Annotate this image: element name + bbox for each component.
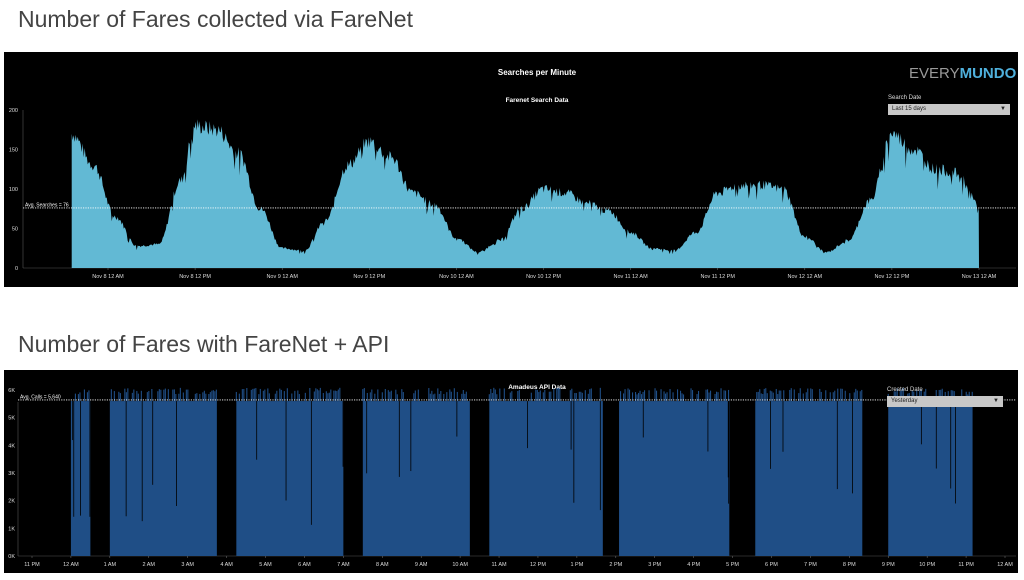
y-tick-label: 0 (15, 266, 18, 272)
y-tick-label: 100 (9, 187, 18, 193)
api-chart: Amadeus API Data Avg. Calls = 5,640 0K 1K… (8, 384, 1016, 568)
x-tick-label: 12 PM (530, 562, 546, 568)
section-title-farenet: Number of Fares collected via FareNet (18, 6, 413, 32)
x-tick-label: 2 AM (142, 562, 155, 568)
x-tick-label: 6 AM (298, 562, 311, 568)
x-tick-label: Nov 12 12 AM (788, 274, 823, 280)
created-date-value: Yesterday (891, 398, 918, 404)
x-tick-label: 10 AM (452, 562, 468, 568)
api-bar-block (755, 388, 863, 556)
chevron-down-icon: ▼ (993, 398, 999, 404)
x-tick-label: 7 AM (337, 562, 350, 568)
x-tick-label: Nov 12 12 PM (874, 274, 909, 280)
chart-title: Farenet Search Data (506, 97, 569, 104)
x-tick-label: 8 AM (376, 562, 389, 568)
y-tick-label: 3K (8, 471, 15, 477)
everymundo-logo: EVERYMUNDO (909, 65, 1017, 82)
x-tick-label: 11 AM (491, 562, 507, 568)
x-tick-label: 5 AM (259, 562, 272, 568)
y-tick-label: 2K (8, 499, 15, 505)
searches-chart: Searches per Minute Farenet Search Data … (9, 65, 1017, 280)
section-title-api: Number of Fares with FareNet + API (18, 331, 390, 357)
x-tick-label: 1 PM (570, 562, 583, 568)
panel-header: Searches per Minute (498, 68, 577, 77)
api-bar-block (109, 387, 217, 556)
y-tick-label: 200 (9, 108, 18, 114)
search-date-dropdown[interactable]: Last 15 days ▼ (888, 104, 1010, 115)
x-tick-label: 12 AM (997, 562, 1013, 568)
chevron-down-icon: ▼ (1000, 106, 1006, 112)
x-tick-label: 4 PM (687, 562, 700, 568)
y-tick-label: 0K (8, 554, 15, 560)
api-bar-block-fill (362, 401, 470, 556)
api-bar-block (488, 387, 603, 556)
y-tick-label: 4K (8, 443, 15, 449)
logo-mundo: MUNDO (960, 65, 1017, 82)
search-date-value: Last 15 days (892, 106, 927, 112)
api-bar-block-fill (888, 401, 973, 556)
x-tick-label: Nov 9 12 AM (266, 274, 298, 280)
api-bar-block (362, 388, 470, 556)
api-bar-block-fill (236, 401, 344, 556)
x-tick-label: Nov 10 12 AM (439, 274, 474, 280)
y-tick-label: 6K (8, 388, 15, 394)
x-tick-label: 6 PM (765, 562, 778, 568)
x-tick-label: 10 PM (919, 562, 935, 568)
x-tick-label: 7 PM (804, 562, 817, 568)
avg-searches-label: Avg. Searches = 76 (25, 202, 69, 208)
x-tick-label: Nov 10 12 PM (526, 274, 561, 280)
x-tick-label: 2 PM (609, 562, 622, 568)
x-tick-label: 1 AM (104, 562, 117, 568)
api-bar-block-fill (489, 401, 603, 556)
chart-title: Amadeus API Data (508, 384, 566, 391)
x-tick-label: 12 AM (63, 562, 79, 568)
search-date-label: Search Date (888, 95, 922, 101)
x-tick-label: 3 PM (648, 562, 661, 568)
avg-calls-label: Avg. Calls = 5,640 (20, 394, 61, 400)
x-tick-label: Nov 8 12 AM (92, 274, 124, 280)
searches-area (71, 119, 980, 269)
y-tick-label: 5K (8, 416, 15, 422)
api-bar-block-fill (619, 401, 730, 556)
created-date-label: Created Date (887, 387, 923, 393)
api-bar-block-fill (109, 401, 217, 556)
x-tick-label: 8 PM (843, 562, 856, 568)
api-bar-block-fill (755, 401, 863, 556)
created-date-dropdown[interactable]: Yesterday ▼ (887, 396, 1003, 407)
api-bar-block (70, 389, 91, 556)
searches-chart-panel: Searches per Minute Farenet Search Data … (4, 52, 1018, 287)
api-bar-block (619, 388, 730, 556)
x-tick-label: 9 PM (882, 562, 895, 568)
logo-every: EVERY (909, 65, 960, 82)
api-bar-block (887, 387, 973, 556)
x-tick-label: 11 PM (958, 562, 974, 568)
api-bar-block (235, 387, 344, 556)
y-tick-label: 50 (12, 227, 18, 233)
x-tick-label: Nov 9 12 PM (353, 274, 385, 280)
x-tick-label: 9 AM (415, 562, 428, 568)
x-tick-label: 4 AM (220, 562, 233, 568)
x-tick-label: Nov 11 12 PM (700, 274, 735, 280)
x-tick-label: Nov 13 12 AM (962, 274, 997, 280)
x-tick-label: 11 PM (24, 562, 40, 568)
y-tick-label: 1K (8, 526, 15, 532)
x-tick-label: Nov 8 12 PM (179, 274, 211, 280)
y-tick-label: 150 (9, 148, 18, 154)
x-tick-label: Nov 11 12 AM (614, 274, 649, 280)
x-tick-label: 3 AM (181, 562, 194, 568)
api-chart-panel: Amadeus API Data Avg. Calls = 5,640 0K 1K… (4, 370, 1018, 573)
x-tick-label: 5 PM (726, 562, 739, 568)
